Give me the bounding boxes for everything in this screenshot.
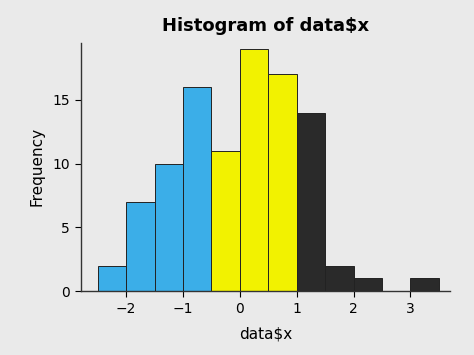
Y-axis label: Frequency: Frequency (29, 127, 44, 206)
Bar (325, 266, 354, 291)
Bar (155, 164, 183, 291)
Bar (126, 202, 155, 291)
Bar (354, 278, 382, 291)
Bar (98, 266, 126, 291)
X-axis label: data$x: data$x (239, 327, 292, 342)
Bar (268, 75, 297, 291)
Bar (211, 151, 240, 291)
Bar (410, 278, 439, 291)
Title: Histogram of data$x: Histogram of data$x (162, 17, 369, 36)
Bar (297, 113, 325, 291)
Bar (240, 49, 268, 291)
Bar (183, 87, 211, 291)
